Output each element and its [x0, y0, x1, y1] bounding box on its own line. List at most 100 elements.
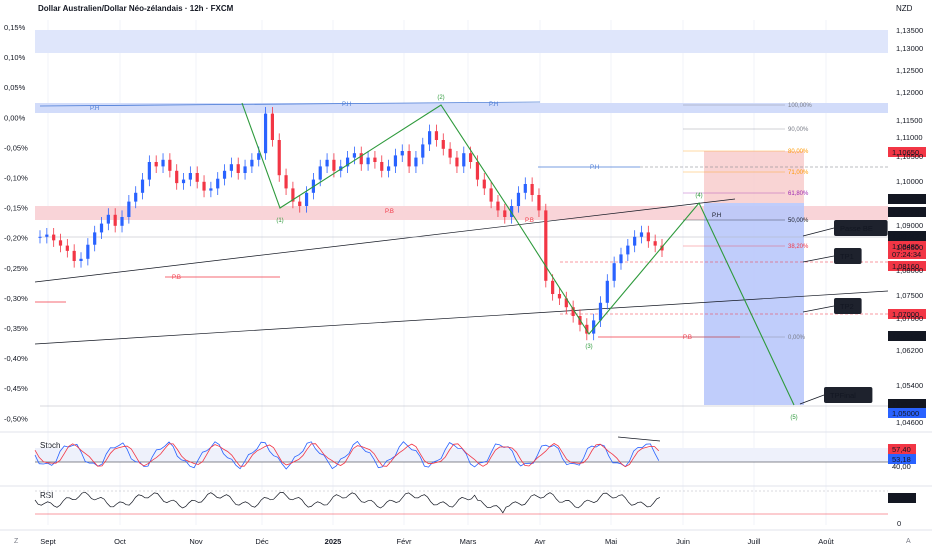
candle-body — [58, 240, 63, 246]
stoch-d-line — [34, 443, 660, 468]
timezone-button[interactable]: Z — [14, 538, 19, 545]
target-zone — [704, 203, 804, 405]
candle-body — [65, 245, 69, 251]
price-tag — [888, 331, 926, 341]
candle-body — [79, 258, 83, 261]
wave-label: (4) — [695, 193, 702, 199]
rsi-value: 50,83 — [892, 494, 911, 503]
candle-body — [633, 236, 637, 246]
level-label: P.B — [172, 275, 181, 281]
candle-body — [400, 151, 404, 156]
wave-label: (1) — [276, 218, 283, 224]
candle-body — [147, 162, 151, 180]
candle-body — [455, 157, 459, 167]
candle-body — [140, 179, 145, 193]
candle-body — [530, 184, 534, 195]
candle-body — [462, 153, 466, 167]
x-axis-tick: Sept — [40, 537, 56, 546]
candle-body — [639, 232, 644, 237]
price-tag-text: 1,10650 — [892, 148, 919, 157]
candle-body — [181, 179, 186, 184]
ph-line — [39, 101, 541, 107]
candle-body — [188, 173, 192, 180]
candle-body — [161, 159, 165, 167]
candle-body — [270, 113, 274, 140]
annotation-pointer — [802, 255, 835, 263]
candle-body — [626, 245, 630, 255]
right-axis-tick: 1,05400 — [896, 381, 923, 390]
candle-body — [441, 140, 445, 149]
candle-body — [386, 166, 391, 171]
candle-body — [421, 144, 425, 158]
right-axis-tick: 1,12000 — [896, 88, 923, 97]
trendline-upper — [34, 198, 736, 283]
candle-body — [277, 140, 281, 176]
candle-body — [284, 175, 288, 189]
level-label: P.H — [489, 102, 498, 108]
rsi-label: RSI — [40, 491, 54, 500]
candle-body — [257, 153, 261, 160]
support-zone-pb — [35, 206, 888, 220]
candle-body — [38, 236, 42, 238]
x-axis-tick: Mars — [460, 537, 477, 546]
price-tag — [888, 147, 926, 157]
candle-body — [551, 280, 555, 294]
left-axis-tick: -0,50% — [4, 414, 28, 423]
candle-body — [99, 223, 104, 233]
auto-scale-button[interactable]: A — [906, 538, 911, 545]
right-axis-tick: 1,11500 — [896, 116, 923, 125]
candle-body — [510, 206, 514, 217]
candle-body — [482, 179, 486, 189]
candle-body — [93, 232, 97, 245]
level-label: P.B — [525, 218, 534, 224]
level-label: P.H — [590, 165, 599, 171]
annotation-box — [834, 248, 862, 264]
candle-body — [585, 324, 589, 334]
level-label: P.B — [683, 335, 692, 341]
price-tag-text: 1,05000 — [892, 400, 919, 409]
candle-body — [120, 217, 124, 226]
annotation-text: TP2 — [840, 302, 854, 311]
x-axis-tick: Oct — [114, 537, 127, 546]
candle-body — [134, 192, 138, 202]
left-axis-tick: -0,15% — [4, 204, 28, 213]
right-axis-tick: 1,09000 — [896, 221, 923, 230]
level-label: P.H — [90, 106, 99, 112]
candle-body — [434, 131, 439, 140]
candle-body — [523, 184, 527, 193]
price-tag-text: 1,09229 — [892, 208, 919, 217]
x-axis-tick: 2025 — [325, 537, 342, 546]
candle-body — [592, 320, 596, 334]
fib-level-label: 0,00% — [788, 335, 806, 341]
candle-body — [414, 157, 418, 167]
candle-body — [428, 131, 432, 145]
stoch-tag — [888, 444, 916, 454]
price-tag — [888, 231, 926, 241]
candle-body — [598, 302, 603, 321]
right-axis-tick: 1,12500 — [896, 66, 923, 75]
x-axis-tick: Août — [818, 537, 834, 546]
right-axis-tick: 1,06500 — [896, 333, 923, 342]
candle-body — [72, 250, 76, 261]
annotation-pointer — [799, 394, 825, 405]
right-axis-tick: 1,08000 — [896, 266, 923, 275]
candle-body — [557, 294, 562, 299]
candle-body — [202, 181, 206, 191]
fib-level-label: 61,80% — [788, 191, 809, 197]
right-axis-tick: 1,11000 — [896, 133, 923, 142]
right-axis-tick: 1,13000 — [896, 44, 923, 53]
x-axis-tick: Nov — [189, 537, 203, 546]
price-tag — [888, 249, 926, 259]
candle-body — [345, 157, 350, 167]
fib-level-label: 71,00% — [788, 170, 809, 176]
stoch-value: 53,18 — [892, 455, 911, 464]
candle-body — [106, 214, 110, 224]
annotation-text: TPFinal — [830, 391, 856, 400]
price-tag — [888, 194, 926, 204]
left-axis-tick: -0,40% — [4, 354, 28, 363]
left-axis-tick: -0,20% — [4, 234, 28, 243]
left-axis-tick: 0,10% — [4, 53, 26, 62]
x-axis-tick: Déc — [255, 537, 269, 546]
price-tag — [888, 399, 926, 409]
